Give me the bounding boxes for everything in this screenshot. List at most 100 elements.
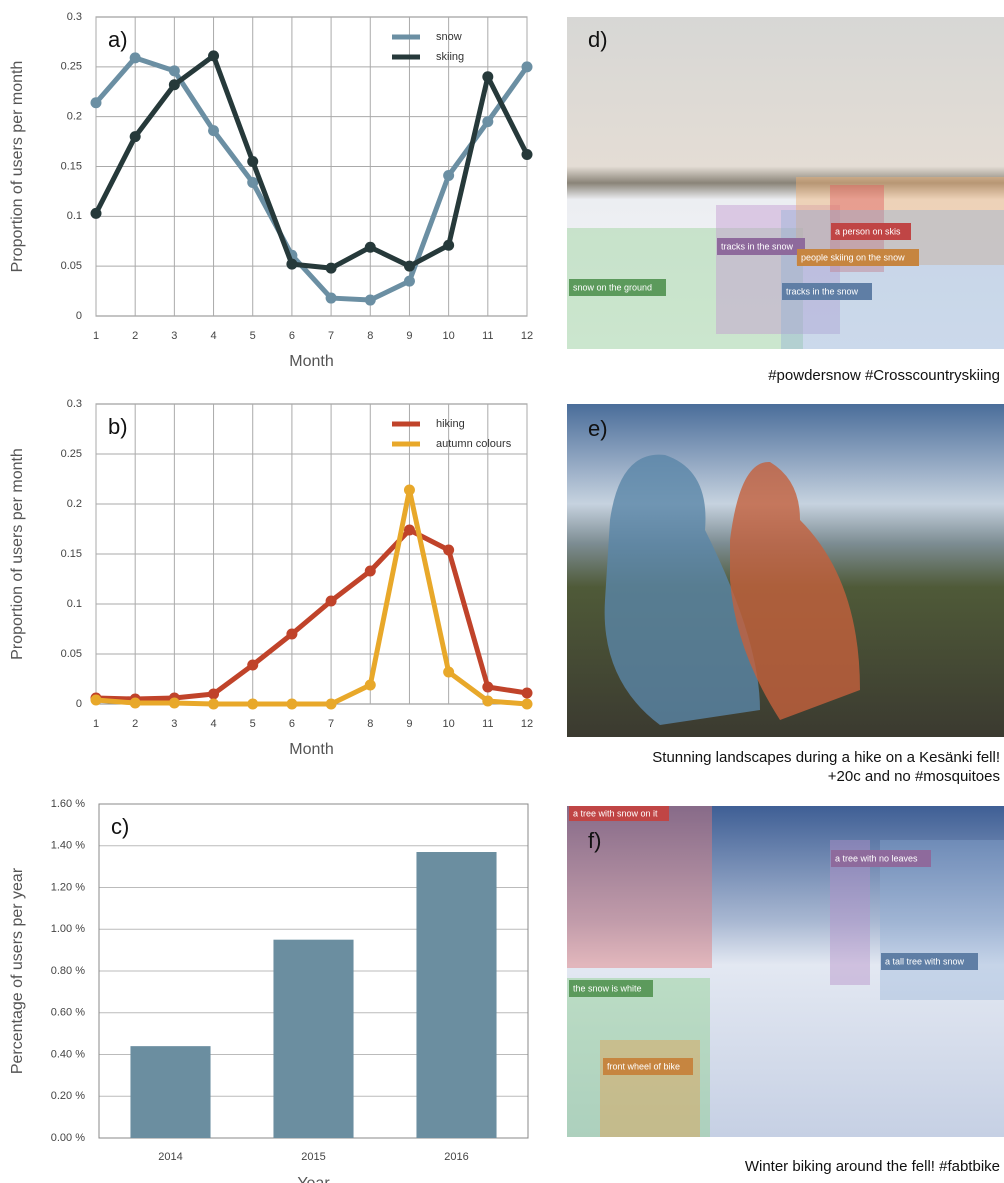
point [364,294,376,306]
x-axis-label: Year [297,1175,330,1183]
point [364,565,376,577]
x-tick-label: 3 [171,330,177,342]
point [208,698,220,710]
point [325,698,337,710]
point [521,149,533,161]
x-tick-label: 2014 [158,1151,182,1163]
line [94,55,530,303]
box-label-bg [603,1058,693,1075]
point [208,125,220,137]
person-mask [730,461,860,720]
panel-label: c) [111,814,129,839]
box-label-bg [797,249,919,266]
x-tick-label: 11 [482,718,493,730]
point [403,524,415,536]
x-tick-label: 1 [93,718,99,730]
box-label-bg [717,238,805,255]
x-tick-label: 3 [171,718,177,730]
point [482,71,494,83]
point [403,260,415,272]
x-tick-label: 6 [289,330,295,342]
x-tick-label: 2 [132,718,138,730]
point [364,679,376,691]
photo-d: snow on the ground tracks in the snow a … [567,17,1004,384]
point [403,484,415,496]
box-label-bg [782,283,872,300]
point [443,666,455,678]
bar [273,939,354,1138]
photo [567,806,1004,1137]
x-tick-label: 4 [210,718,216,730]
y-axis-label: Proportion of users per month [9,448,26,660]
y-tick-label: 0.80 % [51,965,85,977]
point [325,292,337,304]
box-label: tracks in the snow [721,241,794,251]
y-tick-label: 0.3 [67,11,82,23]
point [90,207,102,219]
x-tick-label: 9 [406,718,412,730]
point [482,681,494,693]
y-tick-label: 1.40 % [51,840,85,852]
box [567,806,712,968]
box [716,205,840,334]
box-label: snow on the ground [573,282,652,292]
y-tick-label: 0.3 [67,398,82,410]
point [247,698,259,710]
y-axis-label: Percentage of users per year [9,867,26,1074]
point [482,695,494,707]
panel-label: b) [108,414,128,439]
line [95,527,528,702]
point [443,544,455,556]
y-tick-label: 1.20 % [51,881,85,893]
point [208,688,220,700]
x-tick-label: 2 [132,330,138,342]
legend-label: hiking [436,418,465,430]
point [443,169,455,181]
point [168,79,180,91]
x-tick-label: 11 [482,330,493,342]
y-tick-label: 0.15 [61,160,82,172]
box-label: a person on skis [835,226,901,236]
box-label-bg [831,223,911,240]
point [168,697,180,709]
x-tick-label: 10 [443,718,455,730]
y-tick-label: 0.2 [67,498,82,510]
box-label-bg [881,953,978,970]
x-tick-label: 12 [521,718,533,730]
x-axis-label: Month [289,353,333,370]
box-label: people skiing on the snow [801,252,905,262]
point [208,50,220,62]
x-tick-label: 2016 [444,1151,468,1163]
point [247,659,259,671]
x-tick-label: 10 [443,330,455,342]
legend-label: skiing [436,51,464,63]
y-tick-label: 0.25 [61,448,82,460]
x-tick-label: 7 [328,330,334,342]
caption: #powdersnow #Crosscountryskiing [768,367,1000,384]
box-label: front wheel of bike [607,1061,680,1071]
point [286,258,298,270]
y-tick-label: 0.1 [67,210,82,222]
box-label-bg [831,850,931,867]
y-tick-label: 0 [76,310,82,322]
x-tick-label: 7 [328,718,334,730]
point [482,116,494,128]
point [90,97,102,109]
caption: Stunning landscapes during a hike on a K… [652,749,1000,766]
point [129,131,141,143]
panel-label: d) [588,27,608,52]
line [93,53,530,271]
x-tick-label: 2015 [301,1151,325,1163]
y-tick-label: 0.2 [67,111,82,123]
y-tick-label: 0.00 % [51,1132,85,1144]
bar [130,1046,211,1138]
photo-e: e) Stunning landscapes during a hike on … [567,404,1004,785]
point [521,687,533,699]
y-tick-label: 0.05 [61,260,82,272]
point [129,52,141,64]
point [247,156,259,168]
box [600,1040,700,1137]
person-mask [604,454,760,725]
point [286,628,298,640]
